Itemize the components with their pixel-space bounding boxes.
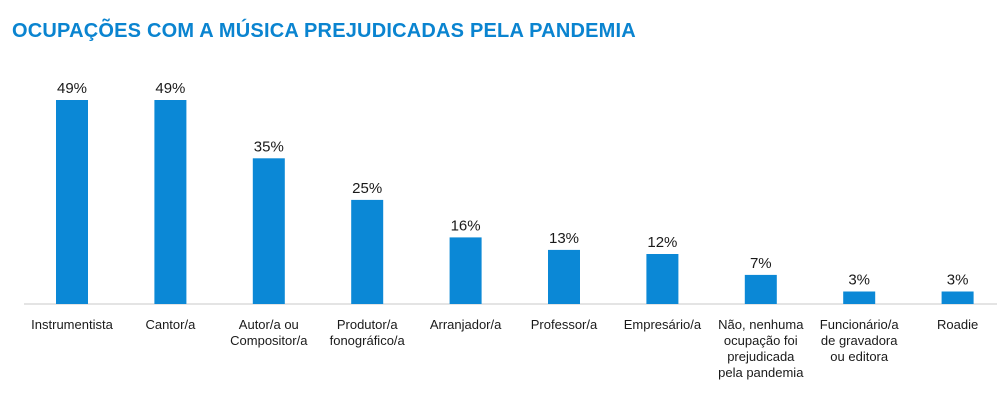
category-label-8: Não, nenhuma ocupação foi prejudicada pela … [718, 317, 804, 380]
value-labels-group: 49% 49% 35% 25% 16% 13% 12% 7% 3% 3% [57, 80, 968, 289]
category-label-6: Professor/a [531, 317, 598, 332]
category-label-3: Autor/a ou Compositor/a [230, 317, 308, 348]
category-label-9: Funcionário/a de gravadora ou editora [820, 317, 900, 364]
category-label-7: Empresário/a [624, 317, 702, 332]
value-label-7: 12% [647, 234, 677, 251]
bar-8 [744, 274, 777, 304]
bar-7 [646, 254, 679, 304]
bar-10 [941, 291, 974, 304]
value-label-6: 13% [549, 230, 579, 247]
value-label-9: 3% [848, 272, 870, 289]
bar-9 [843, 291, 876, 304]
value-label-10: 3% [947, 272, 969, 289]
value-label-3: 35% [254, 138, 284, 155]
bars-group [56, 100, 974, 304]
bar-2 [154, 100, 187, 304]
category-label-5: Arranjador/a [430, 317, 502, 332]
value-label-8: 7% [750, 255, 772, 272]
category-labels-group: Instrumentista Cantor/a Autor/a ou Composit… [31, 317, 978, 380]
bar-3 [252, 158, 285, 304]
value-label-2: 49% [155, 80, 185, 97]
value-label-5: 16% [451, 217, 481, 234]
bar-1 [56, 100, 88, 304]
bar-6 [548, 249, 580, 304]
value-label-1: 49% [57, 80, 87, 97]
category-label-4: Produtor/a fonográfico/a [330, 317, 406, 348]
bar-4 [351, 199, 384, 304]
category-label-2: Cantor/a [145, 317, 196, 332]
category-label-1: Instrumentista [31, 317, 113, 332]
value-label-4: 25% [352, 180, 382, 197]
chart-title: OCUPAÇÕES COM A MÚSICA PREJUDICADAS PELA… [12, 20, 636, 42]
bar-5 [449, 237, 482, 304]
category-label-10: Roadie [937, 317, 978, 332]
